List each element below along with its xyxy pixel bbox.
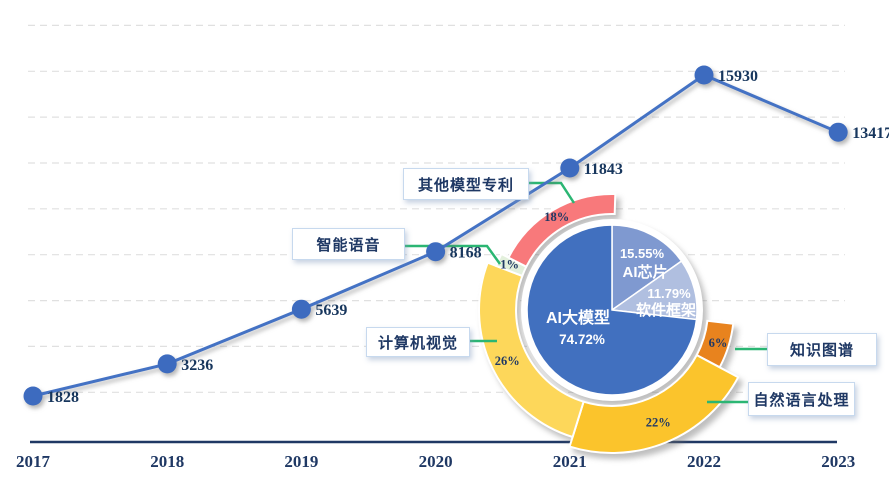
value-label-2019: 5639	[315, 302, 347, 319]
year-label-2023: 2023	[821, 452, 855, 471]
callout-computer-vision: 计算机视觉	[366, 327, 470, 357]
ring-segment-natural-language-processing	[568, 353, 740, 454]
value-label-2021: 11843	[584, 161, 623, 178]
pie-label-ai-chip-pct: 15.55%	[620, 246, 665, 261]
pie-label-software-framework-pct: 11.79%	[647, 286, 691, 301]
data-point-2019	[291, 299, 311, 319]
data-point-2022	[694, 65, 714, 85]
value-label-2023: 13417	[852, 125, 889, 142]
year-label-2017: 2017	[16, 452, 51, 471]
value-label-2022: 15930	[718, 68, 758, 85]
pie-label-software-framework-label: 软件框架	[636, 301, 696, 319]
year-label-2022: 2022	[687, 452, 721, 471]
callout-intelligent-speech: 智能语音	[292, 228, 405, 260]
data-point-2020	[426, 242, 446, 262]
value-label-2017: 1828	[47, 389, 79, 406]
pie-slice-software-framework	[609, 260, 698, 321]
data-point-2018	[157, 354, 177, 374]
ring-segment-other-model-patents	[507, 192, 617, 269]
ring-percent-other-model-patents: 18%	[544, 210, 569, 224]
value-label-2018: 3236	[181, 357, 213, 374]
ring-percent-computer-vision: 26%	[495, 354, 520, 368]
pie-slice-ai-large-model	[526, 224, 698, 396]
trend-line-series	[23, 65, 848, 406]
year-label-2019: 2019	[284, 452, 318, 471]
year-label-2020: 2020	[419, 452, 453, 471]
callout-knowledge-graph: 知识图谱	[767, 333, 877, 366]
callout-natural-language-processing: 自然语言处理	[748, 382, 855, 416]
year-label-2018: 2018	[150, 452, 184, 471]
donut-chart: 6%22%26%1%18%AI大模型74.72%15.55%AI芯片11.79%…	[478, 192, 740, 454]
pie-label-ai-chip-label: AI芯片	[622, 263, 667, 281]
data-point-2021	[560, 158, 580, 178]
ring-percent-knowledge-graph: 6%	[709, 336, 728, 350]
pie-label-ai-large-model-pct: 74.72%	[559, 332, 605, 347]
data-point-2017	[23, 386, 43, 406]
year-label-2021: 2021	[553, 452, 587, 471]
value-label-2020: 8168	[450, 245, 482, 262]
ring-percent-natural-language-processing: 22%	[646, 415, 671, 429]
pie-slice-ai-chip	[611, 224, 683, 312]
connector-other-model-patents	[527, 181, 576, 204]
callout-other-model-patents: 其他模型专利	[403, 168, 529, 200]
pie-label-ai-large-model-label: AI大模型	[546, 308, 610, 327]
ring-segment-computer-vision	[478, 261, 585, 439]
data-point-2023	[828, 122, 848, 142]
